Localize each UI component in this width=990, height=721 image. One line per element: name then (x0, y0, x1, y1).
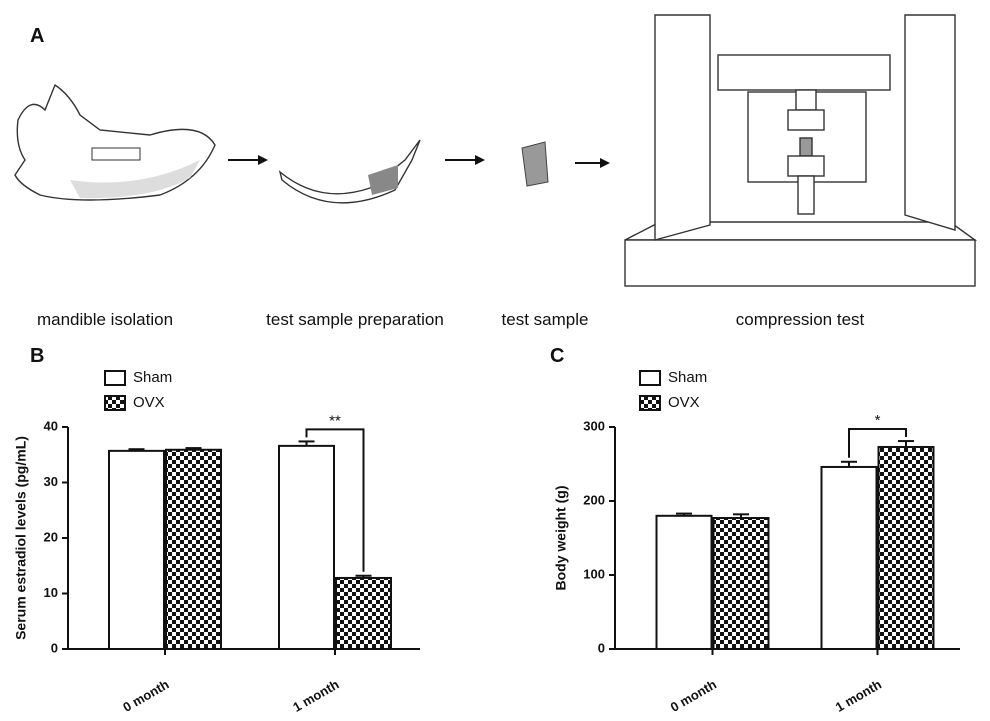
significance-label: * (875, 412, 881, 429)
step-caption: test sample (502, 310, 589, 329)
y-tick-label: 20 (44, 529, 58, 544)
y-tick-label: 40 (44, 418, 58, 433)
y-tick-label: 300 (583, 418, 605, 433)
panel-label: A (30, 25, 44, 47)
legend-swatch (104, 370, 126, 386)
legend-swatch (104, 395, 126, 411)
arrow-head (258, 155, 268, 165)
panel-label: C (550, 345, 564, 367)
bar (108, 449, 165, 650)
x-tick-label: 0 month (668, 677, 719, 715)
test-sample-drawing (521, 141, 549, 187)
y-tick-label: 0 (598, 640, 605, 655)
y-tick-label: 0 (51, 640, 58, 655)
step-caption: mandible isolation (37, 310, 173, 329)
y-tick-label: 30 (44, 474, 58, 489)
panel-label: B (30, 345, 44, 367)
legend-swatch (639, 370, 661, 386)
sample-preparation-drawing (278, 139, 421, 204)
arrow-head (475, 155, 485, 165)
y-tick-label: 10 (44, 585, 58, 600)
legend-swatch (639, 395, 661, 411)
legend-label: Sham (133, 369, 172, 386)
significance-label: ** (329, 412, 341, 429)
step-caption: compression test (736, 310, 865, 329)
legend-label: OVX (668, 394, 700, 411)
significance-bracket (848, 428, 907, 458)
bar (655, 514, 713, 650)
x-tick-label: 1 month (833, 677, 884, 715)
legend-label: OVX (133, 394, 165, 411)
compression-machine-drawing (624, 14, 978, 287)
bar (712, 517, 770, 651)
arrow-head (600, 158, 610, 168)
y-axis-label: Body weight (g) (553, 486, 569, 591)
bar (165, 448, 222, 650)
bar (877, 445, 935, 651)
step-caption: test sample preparation (266, 310, 444, 329)
significance-bracket (305, 428, 365, 572)
x-tick-label: 0 month (120, 677, 171, 715)
y-axis-label: Serum estradiol levels (pg/mL) (13, 436, 29, 640)
x-tick-label: 1 month (290, 677, 341, 715)
legend-label: Sham (668, 369, 707, 386)
y-tick-label: 100 (583, 566, 605, 581)
bar (278, 444, 335, 650)
bar (820, 465, 878, 650)
mandible-drawing (14, 83, 216, 201)
y-tick-label: 200 (583, 492, 605, 507)
bar (335, 576, 392, 651)
